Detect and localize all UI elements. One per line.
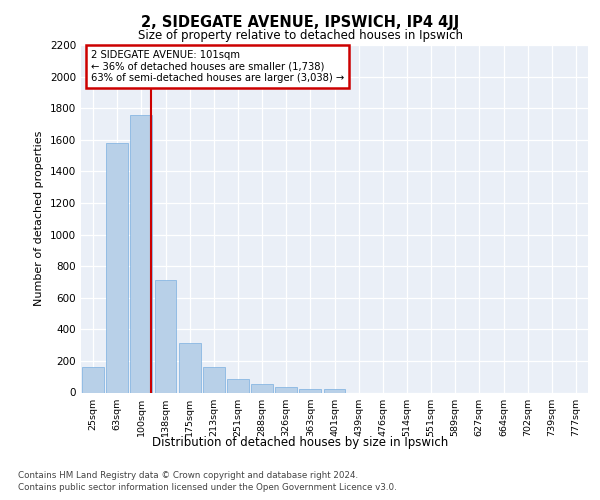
Y-axis label: Number of detached properties: Number of detached properties: [34, 131, 44, 306]
Text: Distribution of detached houses by size in Ipswich: Distribution of detached houses by size …: [152, 436, 448, 449]
Bar: [227, 378, 249, 392]
Bar: [155, 280, 176, 392]
Bar: [323, 390, 346, 392]
Bar: [251, 384, 273, 392]
Text: 2 SIDEGATE AVENUE: 101sqm
← 36% of detached houses are smaller (1,738)
63% of se: 2 SIDEGATE AVENUE: 101sqm ← 36% of detac…: [91, 50, 344, 84]
Bar: [82, 367, 104, 392]
Bar: [130, 114, 152, 392]
Text: 2, SIDEGATE AVENUE, IPSWICH, IP4 4JJ: 2, SIDEGATE AVENUE, IPSWICH, IP4 4JJ: [141, 15, 459, 30]
Text: Contains HM Land Registry data © Crown copyright and database right 2024.: Contains HM Land Registry data © Crown c…: [18, 472, 358, 480]
Text: Contains public sector information licensed under the Open Government Licence v3: Contains public sector information licen…: [18, 484, 397, 492]
Text: Size of property relative to detached houses in Ipswich: Size of property relative to detached ho…: [137, 29, 463, 42]
Bar: [275, 387, 297, 392]
Bar: [203, 367, 224, 392]
Bar: [179, 342, 200, 392]
Bar: [299, 390, 321, 392]
Bar: [106, 143, 128, 392]
